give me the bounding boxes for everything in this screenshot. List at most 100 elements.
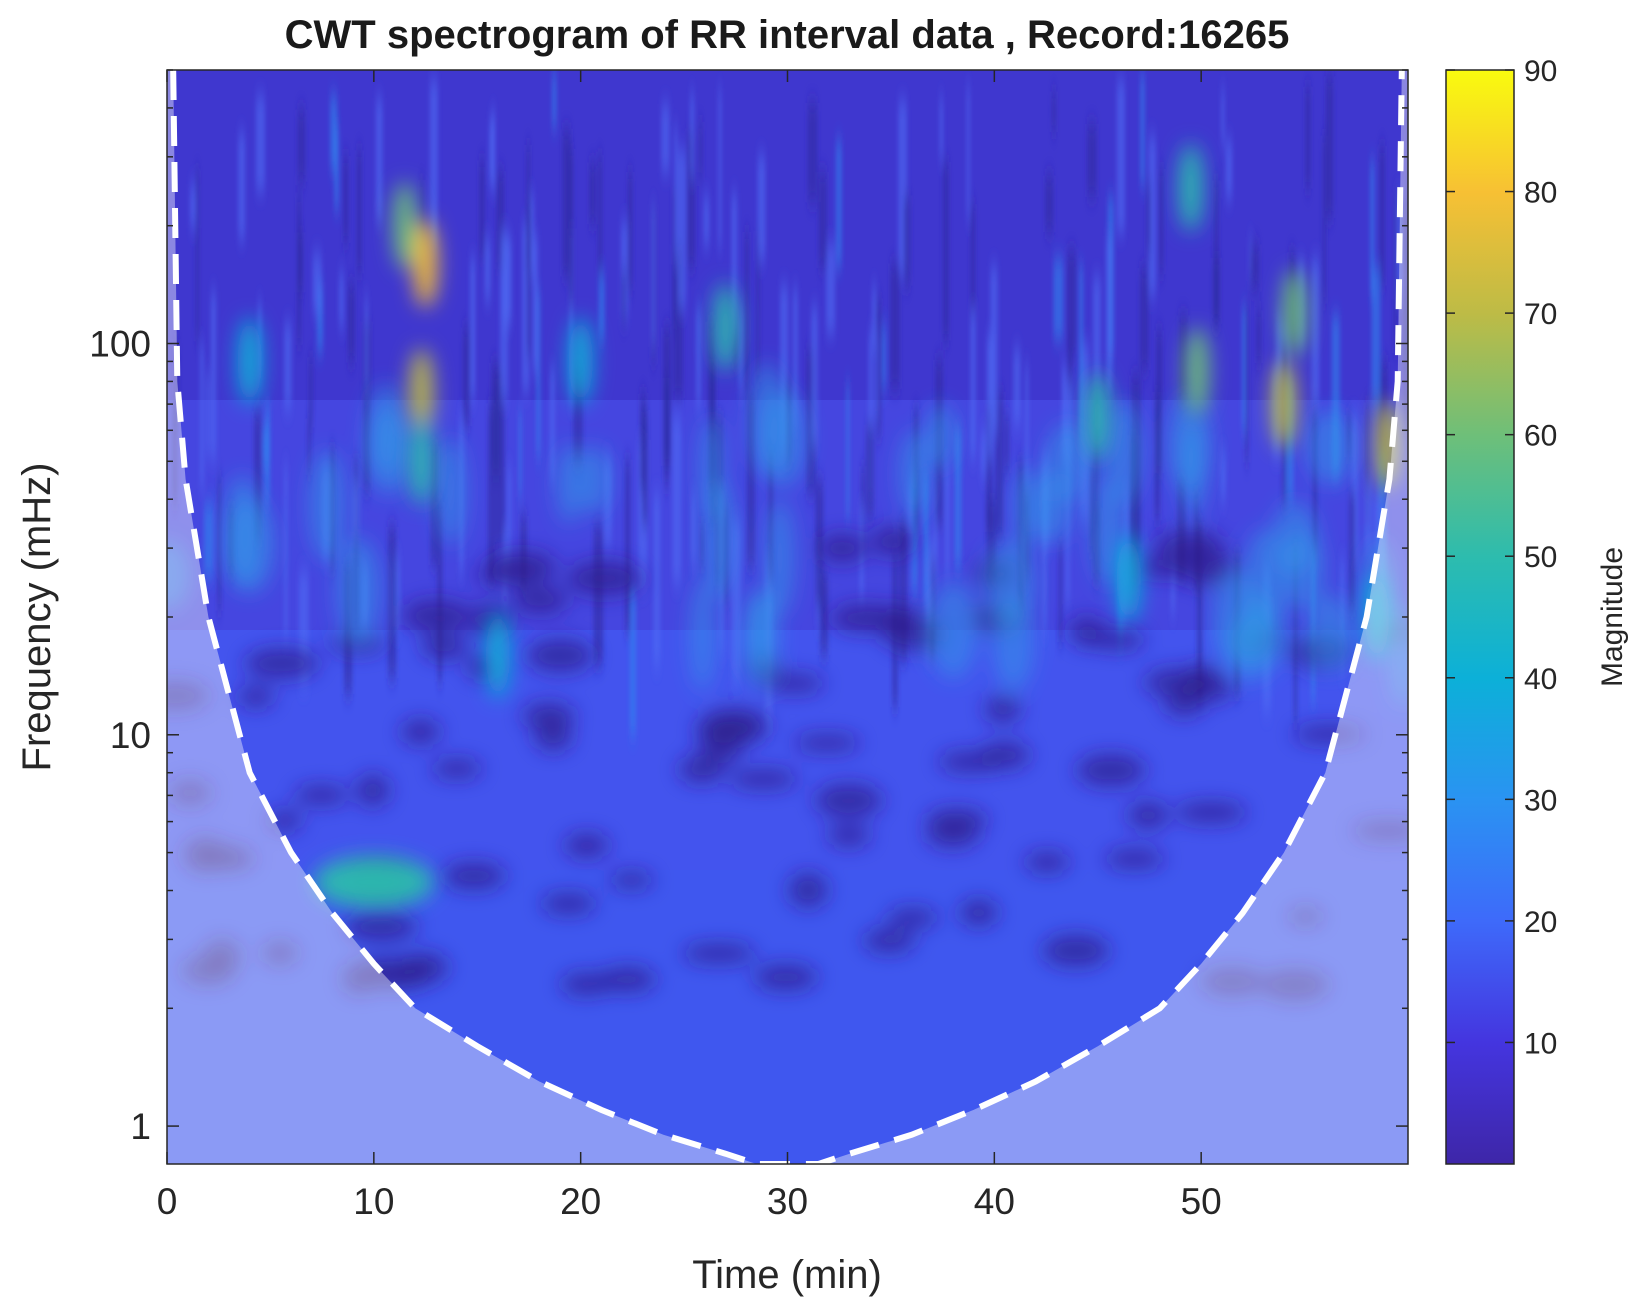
texture-streak [316, 281, 324, 354]
x-tick-label: 30 [767, 1181, 808, 1222]
texture-streak [174, 339, 179, 425]
texture-streak [1225, 139, 1233, 200]
texture-streak [1305, 86, 1311, 189]
texture-streak [756, 230, 760, 382]
texture-streak [696, 307, 702, 408]
texture-streak [865, 424, 874, 517]
texture-glow [689, 580, 716, 692]
texture-streak [1067, 250, 1077, 355]
texture-streak [819, 573, 829, 656]
texture-blob [400, 719, 441, 745]
texture-glow [435, 437, 468, 546]
texture-streak [1146, 181, 1151, 254]
texture-blob [1175, 550, 1235, 587]
texture-streak [954, 428, 962, 568]
texture-blob [817, 533, 867, 563]
texture-glow [929, 580, 978, 680]
texture-glow [698, 416, 725, 520]
texture-streak [1351, 414, 1359, 559]
texture-glow [743, 590, 772, 689]
texture-glow [898, 430, 931, 518]
texture-blob [262, 941, 298, 966]
texture-streak [811, 306, 818, 444]
texture-streak [882, 324, 887, 390]
colorbar [1445, 69, 1515, 1165]
texture-streak [933, 485, 938, 583]
texture-streak [980, 430, 987, 477]
texture-streak [1148, 136, 1157, 297]
texture-streak [532, 235, 539, 374]
texture-glow [1044, 422, 1091, 503]
texture-streak [598, 272, 605, 340]
texture-streak [527, 193, 535, 277]
texture-blob [167, 681, 209, 711]
texture-streak [387, 526, 397, 679]
texture-streak [307, 418, 311, 475]
texture-streak [496, 171, 505, 270]
texture-streak [926, 557, 933, 625]
texture-streak [744, 232, 749, 390]
texture-blob [513, 586, 568, 614]
texture-streak [691, 493, 696, 567]
texture-streak [653, 493, 661, 666]
texture-streak [966, 85, 970, 221]
texture-streak [672, 416, 682, 584]
texture-streak [806, 349, 816, 494]
texture-streak [986, 333, 994, 459]
texture-streak [651, 204, 655, 347]
chart-title: CWT spectrogram of RR interval data , Re… [285, 13, 1290, 57]
texture-streak [663, 327, 671, 466]
texture-streak [210, 291, 217, 460]
texture-streak [1406, 99, 1408, 275]
texture-blob [1175, 801, 1247, 823]
texture-streak [1241, 305, 1246, 432]
texture-glow [1279, 530, 1325, 611]
texture-blob [678, 755, 725, 784]
colorbar-tick-label: 20 [1524, 906, 1557, 939]
texture-streak [621, 270, 626, 325]
texture-streak [1293, 545, 1298, 724]
texture-streak [1079, 264, 1084, 437]
colorbar-tick-label: 40 [1524, 663, 1557, 696]
texture-streak [362, 321, 371, 491]
texture-streak [690, 92, 695, 179]
texture-streak [1042, 475, 1047, 632]
texture-blob [191, 848, 241, 866]
texture-blob [609, 871, 654, 889]
texture-streak [731, 521, 742, 685]
colorbar-tick-label: 90 [1524, 55, 1557, 88]
texture-streak [1402, 243, 1408, 368]
texture-glow [1306, 409, 1354, 486]
texture-streak [1311, 258, 1320, 406]
texture-streak [661, 103, 670, 173]
hotspot [392, 181, 417, 270]
texture-blob [1089, 629, 1145, 650]
texture-blob [244, 648, 319, 679]
hotspot [568, 317, 593, 406]
colorbar-ticks: 10 20 30 40 50 60 70 80 90 [1446, 55, 1557, 1060]
texture-streak [1079, 342, 1090, 520]
texture-streak [1156, 330, 1163, 473]
texture-blob [863, 928, 916, 953]
texture-streak [569, 228, 574, 405]
texture-blob [237, 686, 274, 708]
texture-streak [206, 370, 210, 458]
texture-streak [253, 411, 262, 541]
texture-blob [1024, 851, 1070, 873]
texture-streak [898, 100, 908, 276]
texture-streak [1196, 521, 1203, 697]
hotspot [1085, 372, 1110, 461]
texture-blob [522, 702, 575, 729]
texture-streak [536, 289, 541, 459]
texture-glow [555, 442, 584, 525]
colorbar-tick-label: 80 [1524, 177, 1557, 210]
texture-streak [375, 97, 383, 221]
texture-streak [779, 285, 789, 453]
texture-streak [437, 502, 443, 682]
texture-streak [986, 499, 997, 581]
x-axis: 0 10 20 30 40 50 [157, 70, 1222, 1222]
texture-streak [731, 193, 738, 332]
texture-streak [1245, 306, 1249, 463]
texture-streak [1370, 160, 1375, 297]
texture-streak [491, 362, 501, 476]
